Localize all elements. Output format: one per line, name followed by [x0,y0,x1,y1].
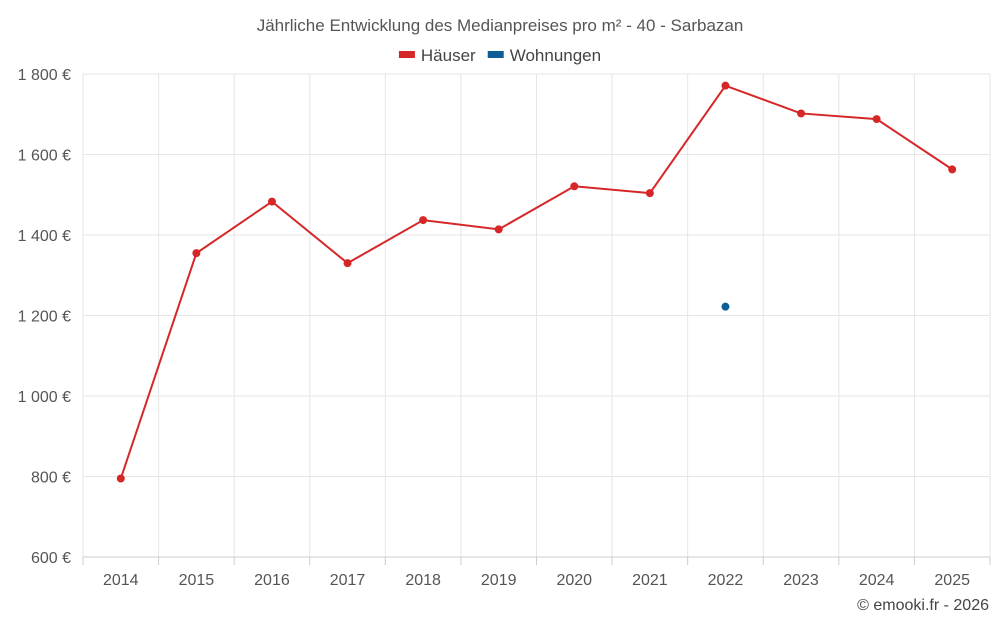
x-tick-label: 2015 [179,572,215,589]
y-tick-label: 1 600 € [18,148,71,165]
x-axis: 2014 2015 2016 2017 2018 2019 2020 2021 2022 2023… [82,557,991,589]
data-point-häuser[interactable] [192,249,201,258]
data-point-häuser[interactable] [645,189,654,198]
legend-swatch[interactable] [487,51,504,58]
x-tick-label: 2021 [632,572,668,589]
series-group [116,81,957,483]
y-tick-label: 1 000 € [18,389,71,406]
chart-title: Jährliche Entwicklung des Medianpreises … [257,16,744,35]
data-point-häuser[interactable] [267,197,276,206]
data-point-häuser[interactable] [872,115,881,124]
y-tick-label: 1 400 € [18,228,71,245]
series-line-häuser [119,84,953,479]
data-point-häuser[interactable] [570,182,579,191]
grid-lines [82,73,991,558]
legend-label[interactable]: Häuser [421,46,476,65]
x-tick-label: 2014 [103,572,139,589]
x-tick-label: 2020 [556,572,592,589]
data-point-häuser[interactable] [948,165,957,174]
data-point-häuser[interactable] [721,81,730,90]
data-point-wohnungen[interactable] [721,302,730,311]
data-point-häuser[interactable] [494,225,503,234]
data-point-häuser[interactable] [419,216,428,225]
x-tick-label: 2023 [783,572,819,589]
legend-label[interactable]: Wohnungen [510,46,601,65]
credit-text: © emooki.fr - 2026 [857,597,989,614]
y-tick-label: 1 200 € [18,309,71,326]
legend: Häuser Wohnungen [398,46,601,65]
data-point-häuser[interactable] [797,109,806,118]
x-tick-label: 2017 [330,572,366,589]
y-tick-label: 800 € [31,470,71,487]
y-tick-label: 600 € [31,550,71,567]
legend-swatch[interactable] [398,51,415,58]
x-tick-label: 2016 [254,572,290,589]
y-tick-label: 1 800 € [18,67,71,84]
x-tick-label: 2025 [934,572,970,589]
data-point-häuser[interactable] [116,474,125,483]
x-tick-label: 2018 [405,572,441,589]
data-point-häuser[interactable] [343,259,352,268]
y-axis: 600 € 800 € 1 000 € 1 200 € 1 400 € 1 600 € 1 … [18,67,71,567]
x-tick-label: 2022 [708,572,744,589]
x-tick-label: 2019 [481,572,517,589]
x-tick-label: 2024 [859,572,895,589]
